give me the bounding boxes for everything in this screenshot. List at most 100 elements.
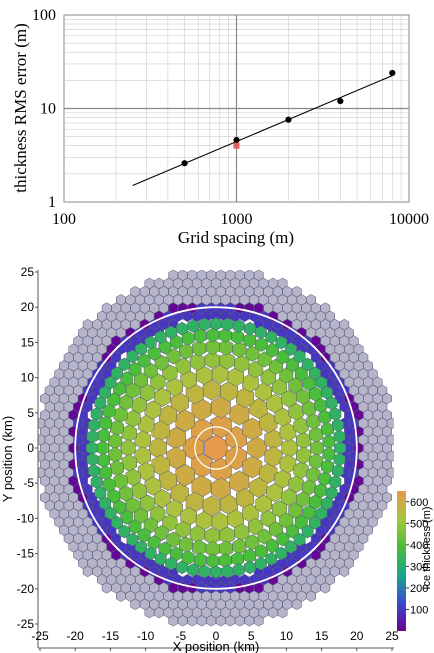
hex-cell — [150, 505, 166, 523]
fit-line — [132, 75, 393, 187]
hex-cell — [281, 488, 297, 507]
y-tick-label: -15 — [17, 547, 35, 561]
data-point — [285, 116, 292, 123]
x-tick-label: -25 — [31, 629, 49, 643]
hex-cell — [314, 483, 328, 498]
hex-cell — [154, 277, 164, 290]
hex-cell — [144, 277, 155, 290]
highlight-point — [233, 142, 240, 149]
colorbar-tick-label: 600 — [410, 497, 428, 509]
hex-cell — [144, 546, 157, 561]
inner-circle — [194, 426, 238, 470]
colorbar-tick-label: 500 — [410, 518, 428, 530]
hex-cell — [118, 357, 131, 372]
hex-cell — [162, 514, 178, 532]
hex-cell — [139, 383, 156, 402]
hex-cell — [108, 446, 123, 463]
x-tick-label: 20 — [350, 629, 364, 643]
tick-labels: 100 1000 10000 1 10 100 — [32, 7, 429, 228]
hex-cell — [225, 270, 236, 281]
hex-cell — [166, 531, 181, 548]
y-tick-label: 10 — [21, 371, 35, 385]
hex-cell — [82, 318, 93, 331]
hex-cell — [205, 338, 220, 356]
hex-cell — [206, 327, 220, 343]
hex-cell — [166, 377, 183, 397]
hex-cell — [192, 340, 207, 357]
hex-cell — [144, 335, 157, 350]
hex-cell — [202, 379, 221, 401]
hex-cell — [306, 466, 321, 483]
hex-cell — [268, 277, 278, 290]
hex-cell — [325, 485, 338, 500]
y-tick-label: 10 — [40, 101, 56, 118]
hex-cell — [116, 294, 126, 306]
colorbar-tick-label: 300 — [410, 561, 428, 573]
series-lines — [132, 75, 393, 187]
hex-cell — [134, 446, 152, 466]
x-tick-label: -5 — [175, 629, 186, 643]
hex-cell — [234, 270, 245, 281]
hex-cell — [154, 330, 167, 344]
hex-cell — [321, 496, 333, 511]
hex-cell — [191, 398, 212, 421]
y-tick-label: 5 — [27, 406, 34, 420]
hex-cell — [253, 270, 264, 281]
hex-cell — [310, 439, 325, 457]
hex-cell — [135, 540, 148, 554]
hex-cell — [113, 499, 127, 515]
hex-cell — [148, 437, 167, 459]
thickness-map: -25 -20 -15 -10 -5 0 5 10 15 20 25 25 20 15 10 5 0 -5 -10 -… — [0, 265, 433, 653]
x-tick-label: 100 — [52, 211, 76, 228]
hex-cell — [279, 454, 297, 474]
hex-cell — [198, 317, 211, 332]
hex-cell — [329, 407, 342, 421]
hex-cell — [198, 564, 211, 579]
hex-cell — [120, 439, 136, 457]
hex-cell — [242, 455, 263, 479]
hex-cell — [111, 366, 123, 381]
hex-cell — [259, 462, 278, 484]
x-tick-label: 15 — [315, 629, 329, 643]
y-tick-label: -10 — [17, 511, 35, 525]
hex-cell — [120, 510, 134, 525]
hex-cell — [97, 428, 111, 443]
hex-cell — [321, 459, 334, 475]
hex-cell — [206, 270, 217, 281]
hex-cell — [121, 454, 137, 472]
gridlines — [64, 15, 409, 202]
hex-cell — [321, 421, 334, 437]
hex-cell — [333, 429, 346, 444]
hex-cell — [204, 351, 220, 369]
hex-cell — [225, 445, 247, 471]
y-tick-label: 0 — [27, 441, 34, 455]
hex-cell — [144, 476, 162, 496]
hex-cell — [296, 431, 312, 450]
data-point — [181, 160, 188, 167]
hex-cell — [322, 434, 336, 450]
hex-cell — [192, 539, 207, 556]
y-axis-label: Y position (km) — [0, 416, 15, 502]
colorbar-gradient — [397, 491, 406, 631]
rms-error-chart: 100 1000 10000 1 10 100 Grid spacing (m) thic… — [11, 7, 429, 247]
y-tick-label: -20 — [17, 582, 35, 596]
hex-cell — [322, 446, 336, 462]
hex-cell — [306, 294, 316, 306]
hex-cell — [333, 452, 346, 467]
hex-cell — [239, 574, 250, 586]
hex-cell — [176, 321, 188, 336]
hex-cell — [189, 353, 206, 371]
hex-cell — [126, 532, 139, 547]
hex-cell — [134, 372, 149, 389]
y-axis-label: thickness RMS error (m) — [11, 23, 30, 193]
hex-cell — [244, 270, 255, 281]
colorbar: 600 500 400 300 200 100 Ice thickness (m) — [397, 491, 433, 631]
hex-cell — [176, 560, 188, 575]
colorbar-tick-label: 200 — [410, 583, 428, 595]
hex-cell — [158, 339, 172, 355]
hex-cell — [131, 482, 147, 500]
hex-cell — [165, 556, 178, 571]
x-tick-label: 0 — [213, 629, 220, 643]
hex-cell — [170, 392, 189, 413]
